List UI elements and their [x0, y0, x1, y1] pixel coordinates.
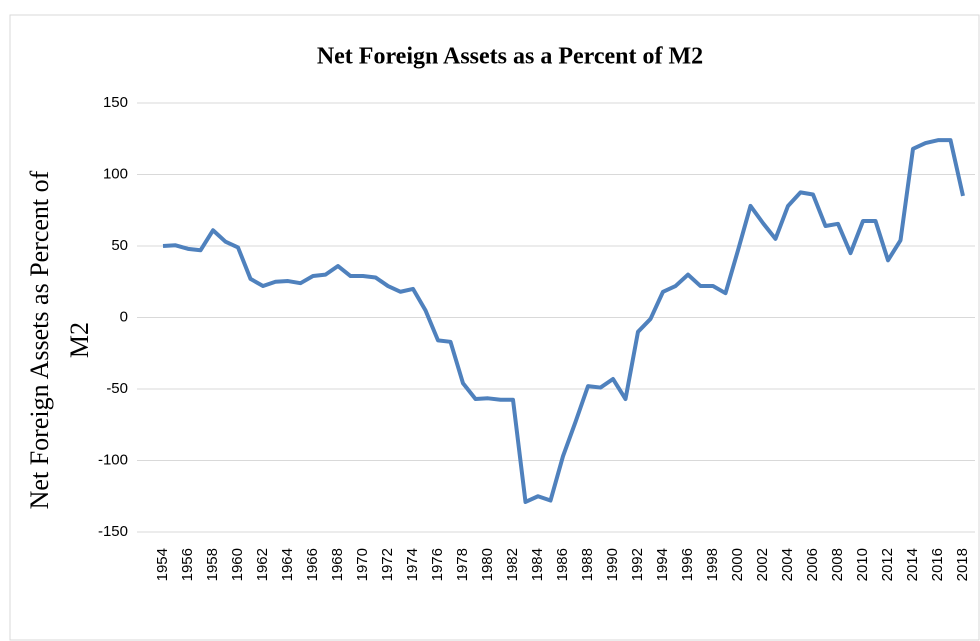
x-tick-label: 1954	[154, 548, 171, 581]
x-tick-label: 1960	[229, 548, 246, 581]
x-tick-label: 1998	[704, 548, 721, 581]
x-tick-label: 1984	[529, 548, 546, 581]
y-tick-label: -50	[106, 380, 128, 397]
x-tick-label: 2014	[904, 548, 921, 581]
y-tick-label: 0	[120, 308, 128, 325]
x-tick-label: 1994	[654, 548, 671, 581]
x-tick-label: 1980	[479, 548, 496, 581]
x-tick-label: 2018	[954, 548, 971, 581]
x-tick-label: 1962	[254, 548, 271, 581]
x-tick-label: 1988	[579, 548, 596, 581]
x-tick-label: 1992	[629, 548, 646, 581]
x-tick-label: 1996	[679, 548, 696, 581]
x-tick-label: 1970	[354, 548, 371, 581]
x-tick-label: 2012	[879, 548, 896, 581]
x-tick-label: 2010	[854, 548, 871, 581]
y-tick-label: 50	[111, 237, 128, 254]
x-tick-label: 2002	[754, 548, 771, 581]
x-tick-label: 1978	[454, 548, 471, 581]
x-tick-label: 1958	[204, 548, 221, 581]
x-tick-label: 1966	[304, 548, 321, 581]
y-tick-label: 100	[103, 165, 128, 182]
y-axis-label: Net Foreign Assets as Percent of M2	[25, 170, 94, 510]
line-series	[162, 138, 965, 504]
x-tick-label: 1972	[379, 548, 396, 581]
y-tick-label: -150	[98, 523, 128, 540]
x-tick-label: 1956	[179, 548, 196, 581]
x-tick-label: 2016	[929, 548, 946, 581]
y-tick-label: -100	[98, 451, 128, 468]
x-tick-label: 1968	[329, 548, 346, 581]
x-tick-label: 2006	[804, 548, 821, 581]
x-tick-label: 1986	[554, 548, 571, 581]
x-tick-label: 2008	[829, 548, 846, 581]
x-tick-label: 1964	[279, 548, 296, 581]
x-tick-label: 2004	[779, 548, 796, 581]
x-tick-label: 1982	[504, 548, 521, 581]
x-tick-label: 1990	[604, 548, 621, 581]
chart-border	[9, 14, 980, 641]
x-tick-label: 1974	[404, 548, 421, 581]
y-tick-label: 150	[103, 94, 128, 111]
x-tick-label: 2000	[729, 548, 746, 581]
x-tick-label: 1976	[429, 548, 446, 581]
chart-title: Net Foreign Assets as a Percent of M2	[317, 44, 703, 70]
